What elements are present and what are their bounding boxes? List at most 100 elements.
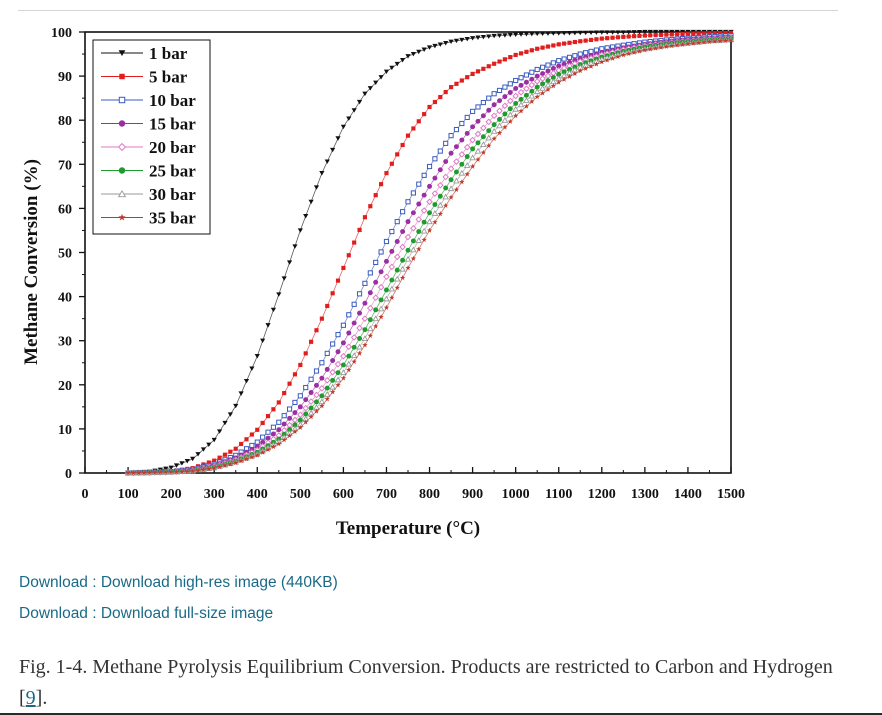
data-point (388, 263, 396, 271)
data-point (330, 341, 336, 347)
data-point (286, 260, 293, 265)
data-point (361, 335, 369, 342)
data-point (276, 441, 282, 447)
data-point (518, 75, 524, 81)
data-point (287, 381, 292, 386)
data-point (647, 46, 653, 52)
data-point (453, 38, 460, 44)
data-point (394, 219, 400, 225)
data-point (502, 84, 508, 90)
data-point (335, 136, 341, 141)
data-point (529, 48, 534, 53)
data-point (528, 92, 536, 99)
data-point (432, 202, 438, 208)
data-point (184, 459, 190, 464)
reference-link[interactable]: 9 (25, 687, 36, 709)
data-point (486, 95, 492, 101)
data-point (362, 215, 368, 220)
data-point (506, 97, 514, 105)
data-point (475, 140, 481, 146)
data-point (356, 291, 363, 297)
data-point (497, 116, 502, 122)
data-point (249, 366, 255, 371)
data-point (249, 442, 255, 449)
download-hires-text[interactable]: Download : Download high-res image (440K… (19, 574, 338, 591)
download-hires-link[interactable]: Download : Download high-res image (440K… (19, 574, 338, 592)
data-point (615, 30, 621, 35)
data-point (383, 304, 390, 310)
legend-label: 5 bar (149, 68, 188, 87)
data-point (561, 61, 567, 67)
data-point (513, 52, 518, 58)
data-point (420, 227, 428, 234)
data-point (518, 108, 524, 114)
data-point (486, 128, 492, 134)
data-point (249, 454, 255, 460)
data-point (416, 201, 422, 207)
data-point (491, 122, 497, 128)
data-point (486, 142, 492, 148)
x-tick-label: 100 (118, 487, 139, 502)
data-point (566, 73, 573, 79)
data-point (233, 403, 239, 409)
data-point (341, 265, 346, 271)
data-point (362, 280, 368, 286)
y-tick-label: 30 (58, 335, 72, 350)
data-point (281, 436, 287, 443)
data-point (254, 354, 260, 359)
data-point (227, 412, 233, 417)
data-point (308, 405, 314, 411)
data-point (400, 229, 406, 235)
data-point (212, 458, 217, 463)
x-tick-label: 300 (204, 487, 225, 502)
data-point (437, 42, 443, 47)
data-point (723, 30, 728, 36)
data-point (200, 466, 207, 473)
data-point (324, 159, 330, 164)
data-point (583, 38, 588, 43)
data-point (626, 50, 632, 57)
data-point (329, 389, 336, 395)
data-point (437, 148, 443, 154)
data-point (415, 216, 423, 223)
data-point (653, 33, 658, 38)
data-point (447, 185, 455, 192)
data-point (362, 327, 368, 333)
x-tick-label: 900 (462, 487, 483, 502)
data-point (265, 429, 271, 435)
data-point (432, 99, 437, 105)
data-point (561, 56, 567, 62)
data-point (712, 38, 718, 44)
data-point (556, 79, 562, 85)
data-point (567, 40, 572, 45)
data-point (718, 31, 723, 36)
download-fullsize-link[interactable]: Download : Download full-size image (19, 605, 273, 623)
caption-suffix: ]. (35, 687, 48, 709)
data-point (615, 53, 621, 60)
data-point (420, 207, 428, 214)
y-tick-label: 80 (58, 114, 72, 129)
data-point (367, 86, 373, 91)
data-point (146, 469, 153, 475)
data-point (383, 295, 390, 302)
data-point (313, 185, 320, 190)
data-point (389, 65, 395, 71)
data-point (474, 130, 482, 138)
data-point (168, 465, 174, 471)
data-point (325, 303, 330, 309)
data-point (243, 378, 250, 384)
data-point (545, 68, 551, 74)
data-point (308, 390, 314, 395)
data-point (448, 39, 454, 45)
data-point (507, 106, 513, 112)
data-point (303, 411, 309, 417)
download-fullsize-text[interactable]: Download : Download full-size image (19, 605, 274, 622)
data-point (416, 181, 422, 187)
data-point (297, 393, 303, 399)
data-point (437, 193, 443, 199)
data-point (491, 102, 497, 108)
data-point (485, 134, 493, 141)
data-point (189, 468, 196, 474)
data-point (373, 279, 379, 285)
data-point (393, 275, 401, 282)
